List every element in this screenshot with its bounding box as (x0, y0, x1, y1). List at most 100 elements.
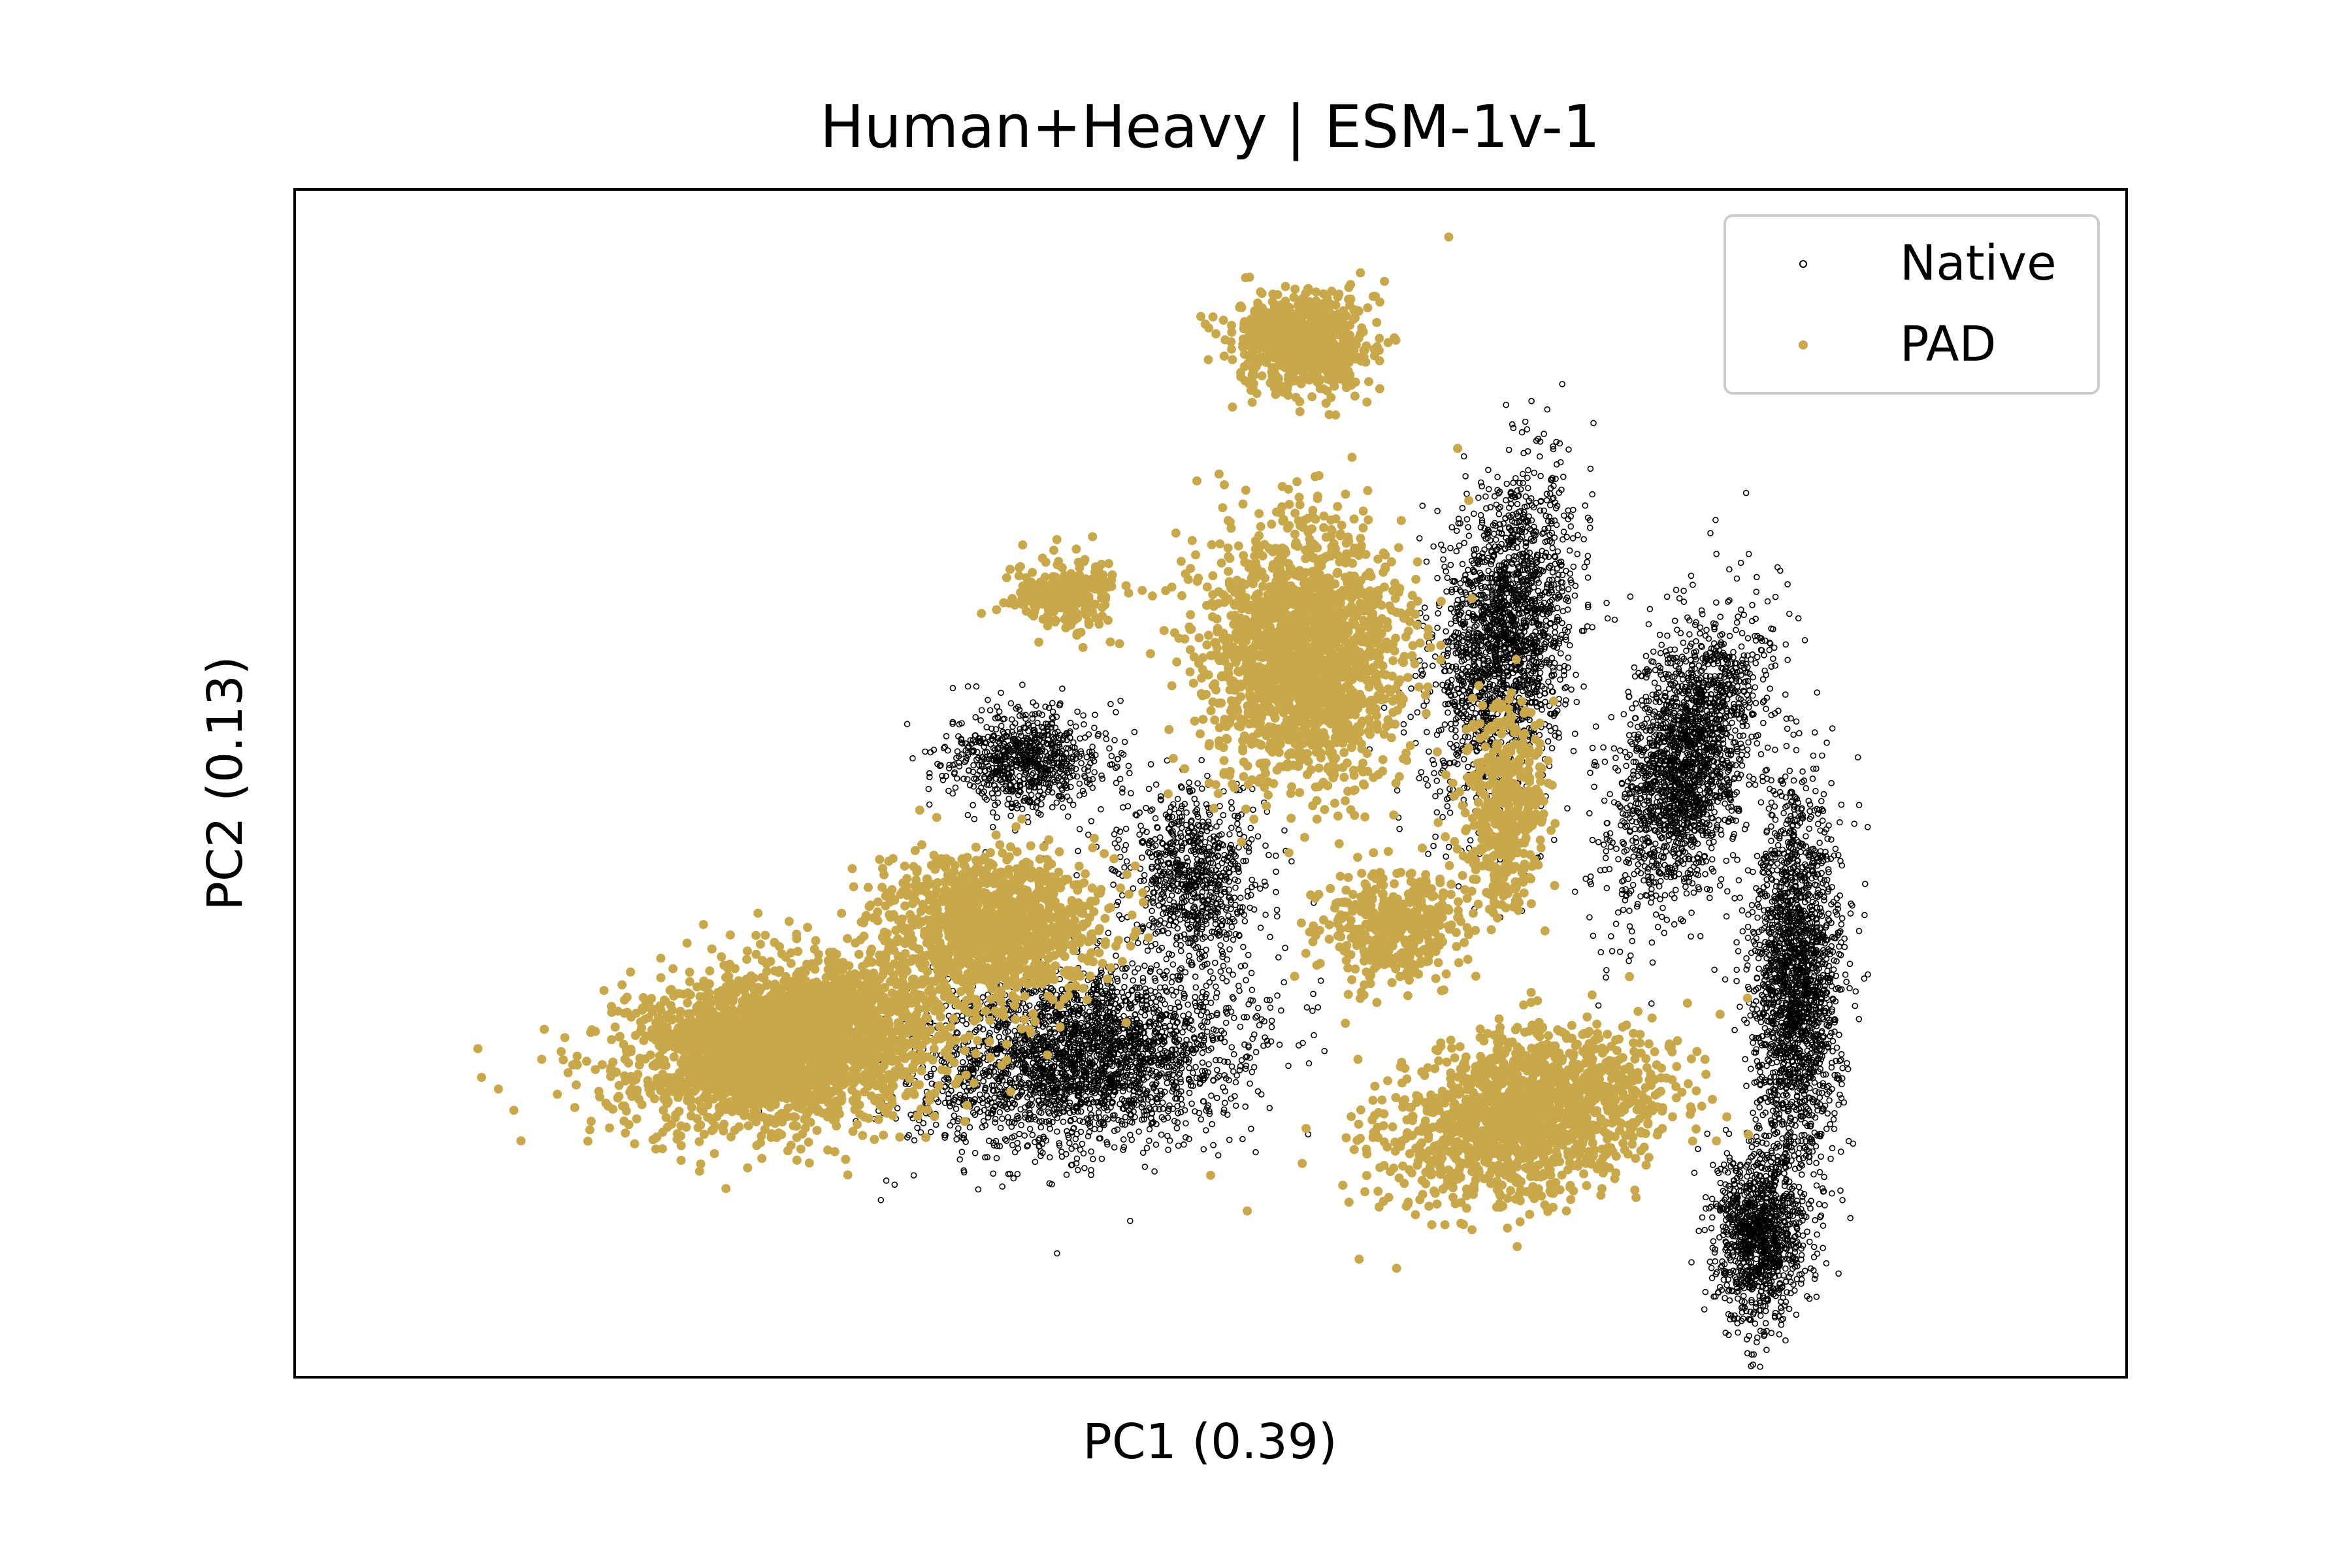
native-point (1567, 548, 1573, 553)
native-point (951, 1113, 956, 1119)
native-point (959, 1149, 964, 1154)
native-point (1424, 559, 1429, 564)
native-point (1166, 1147, 1171, 1152)
native-point (1233, 1080, 1239, 1085)
native-point (912, 1137, 917, 1143)
native-point (1276, 955, 1281, 960)
native-point (1543, 514, 1548, 519)
native-point (1088, 1106, 1093, 1111)
native-point (964, 1021, 969, 1026)
native-point (1571, 749, 1576, 754)
native-point (1151, 1010, 1156, 1015)
native-point (1187, 1090, 1192, 1096)
native-point (1275, 993, 1280, 998)
native-point (1661, 930, 1667, 936)
data-points (473, 233, 1870, 1369)
native-point (1382, 705, 1387, 710)
native-point (1209, 1093, 1214, 1098)
native-point (975, 1187, 981, 1192)
native-point (1627, 594, 1633, 599)
native-point (1448, 563, 1453, 568)
native-point (1234, 1073, 1239, 1078)
native-point (1465, 525, 1471, 530)
native-point (1548, 502, 1553, 508)
native-point (1257, 1022, 1262, 1028)
native-point (1181, 1013, 1186, 1019)
native-point (1574, 700, 1579, 705)
native-point (1517, 480, 1522, 485)
native-point (1465, 517, 1470, 522)
native-point (1237, 988, 1242, 994)
native-point (1684, 648, 1689, 653)
native-point (1546, 526, 1551, 531)
native-point (1128, 1132, 1133, 1137)
native-point (1121, 1137, 1126, 1142)
native-point (1032, 1159, 1037, 1164)
native-point (1192, 994, 1198, 1000)
native-point (1395, 788, 1400, 793)
native-point (1256, 1005, 1261, 1011)
native-point (1433, 834, 1438, 840)
native-point (1019, 1122, 1024, 1128)
native-point (1098, 1126, 1103, 1132)
native-point (1573, 889, 1578, 894)
native-point (973, 1151, 978, 1156)
native-point (878, 1198, 883, 1203)
native-point (1154, 962, 1159, 968)
native-point (1628, 953, 1633, 958)
native-point (1565, 607, 1571, 612)
native-point (915, 1125, 920, 1130)
native-point (1495, 474, 1500, 480)
native-point (994, 1156, 1000, 1161)
native-point (1566, 587, 1571, 592)
native-point (1729, 720, 1735, 725)
native-point (1437, 789, 1443, 794)
native-point (1659, 642, 1664, 647)
native-point (1183, 970, 1188, 975)
native-point (1674, 587, 1679, 593)
native-point (1236, 983, 1241, 988)
native-point (1550, 745, 1555, 751)
native-point (1156, 993, 1162, 998)
native-point (1647, 606, 1652, 612)
native-point (1588, 466, 1593, 471)
native-point (1015, 1171, 1020, 1177)
native-point (1621, 907, 1626, 913)
native-point (1587, 915, 1592, 920)
native-point (1446, 844, 1452, 849)
native-point (1541, 431, 1546, 436)
native-point (1078, 1147, 1083, 1152)
native-point (1096, 1110, 1102, 1115)
native-point (1478, 513, 1484, 518)
native-point (1047, 1154, 1053, 1160)
native-point (1448, 621, 1454, 627)
native-point (1279, 1008, 1284, 1013)
native-point (1585, 624, 1590, 629)
native-point (921, 1120, 926, 1126)
native-point (1552, 535, 1558, 540)
native-point (1054, 1250, 1060, 1256)
native-point (911, 1173, 917, 1178)
native-point (1174, 1126, 1179, 1131)
native-point (1081, 1119, 1086, 1124)
native-point (1582, 564, 1587, 570)
native-point (1159, 1132, 1164, 1137)
native-point (1460, 561, 1465, 566)
native-point (1237, 1024, 1243, 1030)
native-point (1282, 945, 1288, 951)
native-point (1311, 991, 1316, 996)
native-point (1449, 525, 1454, 530)
native-point (1311, 1033, 1316, 1038)
native-point (1130, 978, 1135, 983)
native-point (1201, 1147, 1206, 1152)
native-point (1486, 568, 1491, 574)
native-point (1529, 399, 1534, 404)
native-point (1444, 589, 1449, 594)
native-point (1253, 1015, 1258, 1021)
native-point (1441, 557, 1446, 562)
native-point (1180, 1030, 1185, 1035)
native-point (1401, 722, 1406, 727)
native-point (1456, 884, 1462, 889)
native-point (1614, 921, 1619, 926)
native-point (997, 1110, 1002, 1115)
